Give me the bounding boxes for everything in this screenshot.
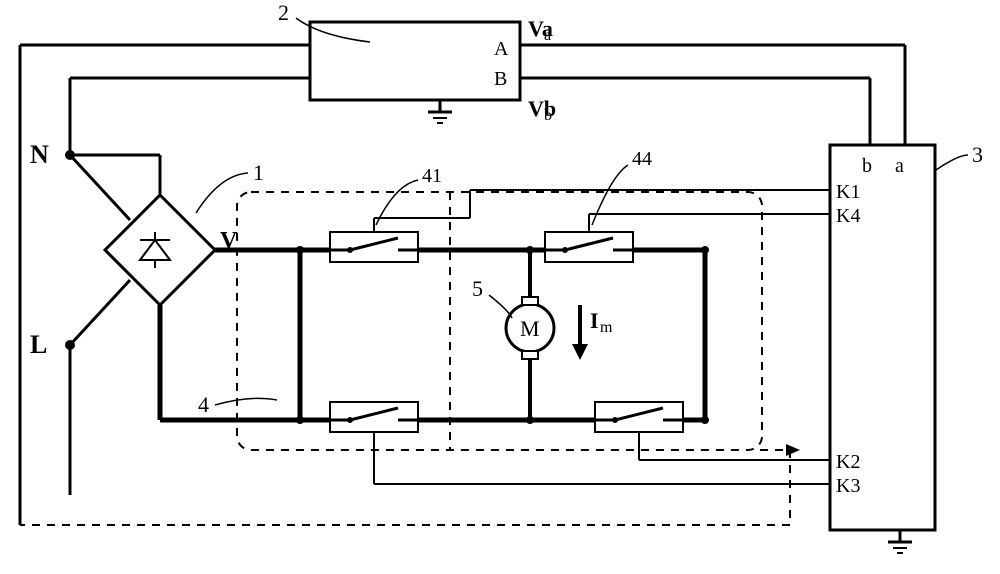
ref-5: 5 — [472, 276, 483, 301]
ref-41: 41 — [422, 165, 442, 187]
top-box-pin-a: A — [494, 38, 509, 60]
motor-current: I — [590, 308, 599, 333]
rb-k1: K1 — [836, 181, 860, 203]
circuit-diagram: N L 1 V A B Va a Vb b 2 a b K1 K4 — [0, 0, 1000, 574]
motor-label: M — [520, 316, 540, 341]
switch-44 — [545, 214, 633, 262]
top-box-pin-b: B — [494, 68, 507, 90]
switch-43 — [330, 402, 830, 484]
rb-b: b — [862, 155, 872, 177]
port-l-label: L — [30, 330, 47, 359]
svg-text:b: b — [544, 107, 552, 124]
ref-2: 2 — [278, 0, 289, 25]
ref-4: 4 — [198, 392, 209, 417]
ref-44: 44 — [632, 148, 652, 170]
motor: M — [506, 297, 554, 359]
port-n-label: N — [30, 140, 49, 169]
top-box — [310, 22, 520, 100]
rb-k4: K4 — [836, 205, 860, 227]
ref-3: 3 — [972, 142, 983, 167]
svg-text:m: m — [600, 319, 613, 336]
rb-k2: K2 — [836, 451, 860, 473]
ref-1: 1 — [253, 160, 264, 185]
rb-k3: K3 — [836, 475, 860, 497]
rb-a: a — [895, 155, 904, 177]
svg-text:a: a — [544, 27, 551, 44]
